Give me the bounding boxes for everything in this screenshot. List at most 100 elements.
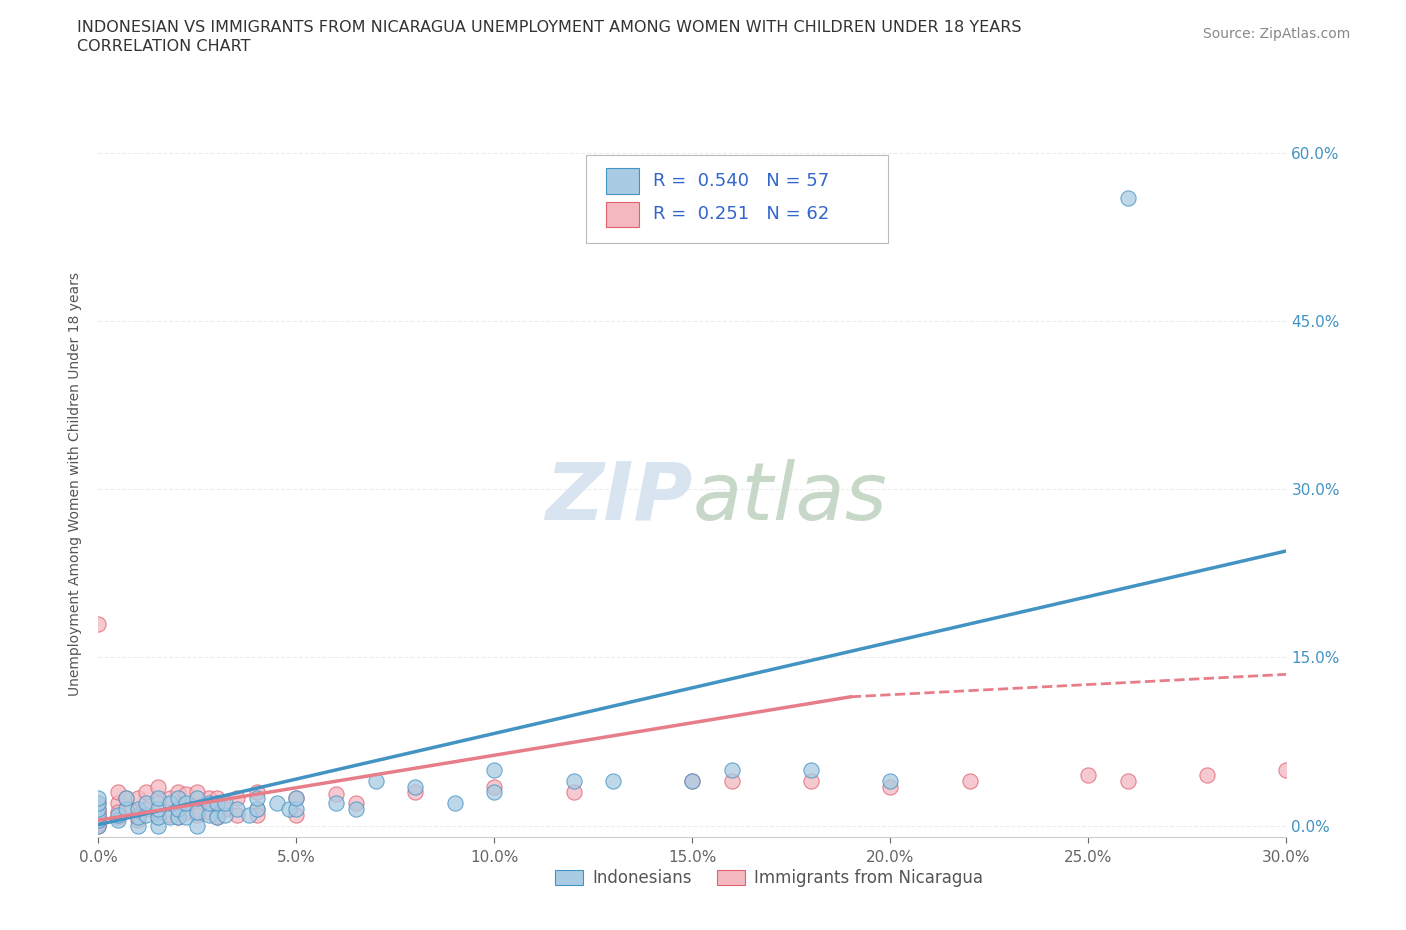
Point <box>115 790 138 805</box>
Point <box>146 809 169 824</box>
Point <box>484 779 506 794</box>
Point <box>364 774 387 789</box>
Point <box>115 802 138 817</box>
Point <box>146 802 169 817</box>
Point <box>87 813 110 828</box>
Point <box>1116 774 1139 789</box>
Point <box>186 785 208 800</box>
Point <box>135 807 157 822</box>
Point <box>120 802 142 817</box>
Point <box>246 807 269 822</box>
Point <box>87 802 110 817</box>
Point <box>107 807 129 822</box>
Point <box>135 802 157 817</box>
Y-axis label: Unemployment Among Women with Children Under 18 years: Unemployment Among Women with Children U… <box>69 272 83 696</box>
Point <box>207 796 229 811</box>
Point <box>115 790 138 805</box>
Point <box>198 804 221 819</box>
Point <box>87 617 110 631</box>
Point <box>127 807 149 822</box>
Text: CORRELATION CHART: CORRELATION CHART <box>77 39 250 54</box>
Point <box>1116 190 1139 205</box>
Point <box>127 802 149 817</box>
Point <box>166 809 188 824</box>
Point <box>246 790 269 805</box>
Point <box>135 785 157 800</box>
Point <box>87 796 110 811</box>
Point <box>444 796 467 811</box>
Point <box>562 774 585 789</box>
Point <box>285 802 308 817</box>
Point <box>146 790 169 805</box>
Point <box>87 814 110 829</box>
Point <box>959 774 981 789</box>
Point <box>207 790 229 805</box>
Point <box>1077 768 1099 783</box>
Point <box>879 779 901 794</box>
Point <box>1197 768 1219 783</box>
Point <box>159 807 181 822</box>
Point <box>174 804 197 819</box>
Point <box>127 813 149 828</box>
Point <box>562 785 585 800</box>
Point <box>127 818 149 833</box>
Point <box>238 807 260 822</box>
Point <box>266 796 288 811</box>
Point <box>207 807 229 822</box>
Point <box>186 802 208 817</box>
Point <box>404 779 426 794</box>
Point <box>404 785 426 800</box>
Point <box>107 809 129 824</box>
Point <box>226 802 249 817</box>
Text: atlas: atlas <box>693 458 887 537</box>
Point <box>186 790 208 805</box>
Point <box>800 774 823 789</box>
Point <box>166 802 188 817</box>
Point <box>107 813 129 828</box>
Point <box>146 779 169 794</box>
Point <box>344 796 367 811</box>
Point <box>721 763 744 777</box>
Point <box>285 807 308 822</box>
Point <box>207 809 229 824</box>
Text: INDONESIAN VS IMMIGRANTS FROM NICARAGUA UNEMPLOYMENT AMONG WOMEN WITH CHILDREN U: INDONESIAN VS IMMIGRANTS FROM NICARAGUA … <box>77 20 1022 35</box>
Point <box>107 804 129 819</box>
Point <box>166 809 188 824</box>
Point <box>246 785 269 800</box>
Point <box>214 796 236 811</box>
Text: R =  0.251   N = 62: R = 0.251 N = 62 <box>654 206 830 223</box>
Point <box>87 802 110 817</box>
Point <box>879 774 901 789</box>
Point <box>285 790 308 805</box>
Text: Source: ZipAtlas.com: Source: ZipAtlas.com <box>1202 27 1350 41</box>
Point <box>602 774 624 789</box>
Point <box>344 802 367 817</box>
Text: Indonesians: Indonesians <box>592 869 692 887</box>
Point <box>682 774 704 789</box>
Point <box>214 802 236 817</box>
Point <box>325 796 347 811</box>
Point <box>87 813 110 828</box>
Point <box>87 809 110 824</box>
Point <box>166 802 188 817</box>
Point <box>186 807 208 822</box>
Point <box>87 807 110 822</box>
Point <box>146 796 169 811</box>
Text: R =  0.540   N = 57: R = 0.540 N = 57 <box>654 172 830 190</box>
Point <box>198 807 221 822</box>
Point <box>174 787 197 802</box>
FancyBboxPatch shape <box>606 168 638 193</box>
Point <box>198 796 221 811</box>
Point <box>146 809 169 824</box>
Point <box>186 804 208 819</box>
Point <box>159 796 181 811</box>
Point <box>325 787 347 802</box>
Point <box>174 809 197 824</box>
Point <box>127 809 149 824</box>
Point <box>226 790 249 805</box>
Point <box>484 785 506 800</box>
Point <box>87 807 110 822</box>
Point <box>166 790 188 805</box>
Point <box>87 818 110 833</box>
Point <box>87 790 110 805</box>
